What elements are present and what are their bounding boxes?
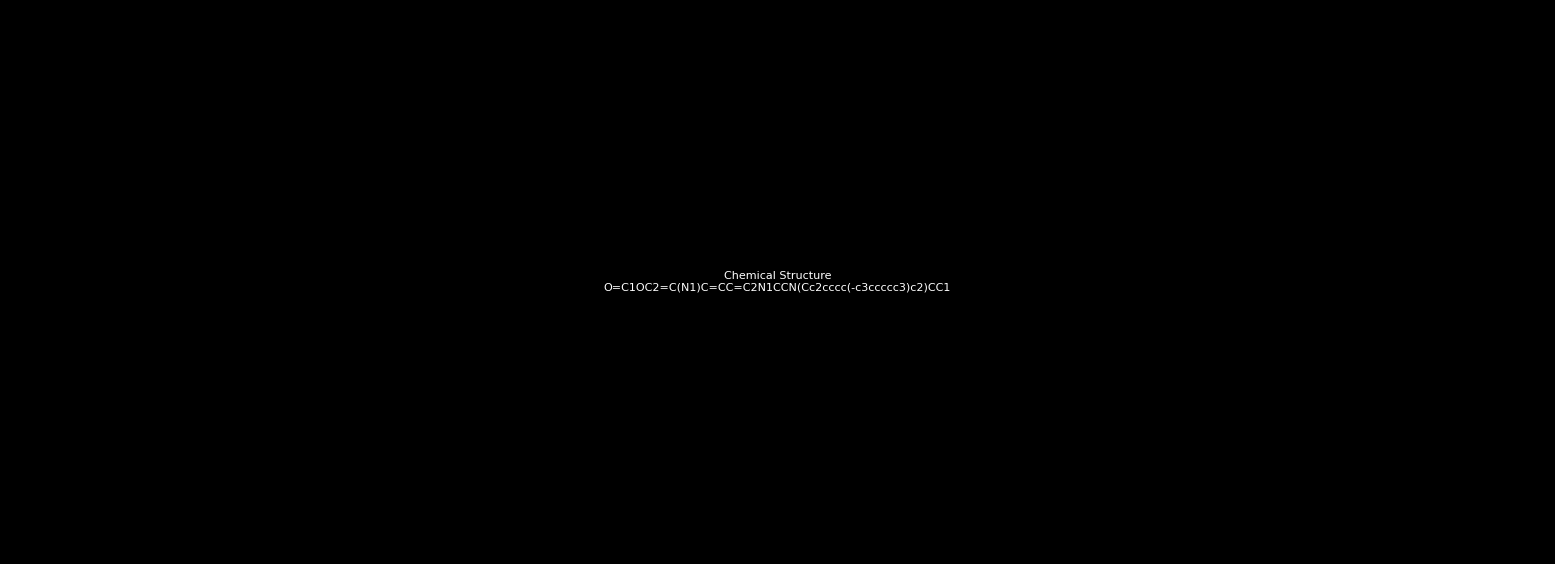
Text: Chemical Structure
O=C1OC2=C(N1)C=CC=C2N1CCN(Cc2cccc(-c3ccccc3)c2)CC1: Chemical Structure O=C1OC2=C(N1)C=CC=C2N… [603,271,952,293]
